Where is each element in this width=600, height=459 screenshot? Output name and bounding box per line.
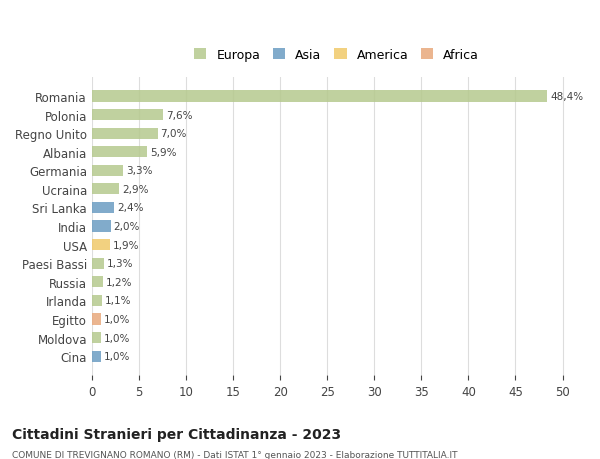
Bar bbox=[92, 351, 101, 362]
Text: 1,0%: 1,0% bbox=[104, 352, 130, 361]
Text: 5,9%: 5,9% bbox=[150, 147, 177, 157]
Bar bbox=[92, 277, 103, 288]
Text: Cittadini Stranieri per Cittadinanza - 2023: Cittadini Stranieri per Cittadinanza - 2… bbox=[12, 427, 341, 441]
Text: 1,1%: 1,1% bbox=[105, 296, 131, 306]
Text: 2,4%: 2,4% bbox=[117, 203, 144, 213]
Text: 1,0%: 1,0% bbox=[104, 314, 130, 324]
Bar bbox=[92, 202, 115, 213]
Text: 1,2%: 1,2% bbox=[106, 277, 133, 287]
Bar bbox=[92, 184, 119, 195]
Bar bbox=[92, 295, 102, 306]
Text: 2,9%: 2,9% bbox=[122, 185, 148, 195]
Text: 2,0%: 2,0% bbox=[113, 222, 140, 231]
Bar bbox=[92, 165, 123, 176]
Text: COMUNE DI TREVIGNANO ROMANO (RM) - Dati ISTAT 1° gennaio 2023 - Elaborazione TUT: COMUNE DI TREVIGNANO ROMANO (RM) - Dati … bbox=[12, 450, 458, 459]
Text: 7,0%: 7,0% bbox=[161, 129, 187, 139]
Bar bbox=[92, 128, 158, 140]
Bar bbox=[92, 221, 110, 232]
Legend: Europa, Asia, America, Africa: Europa, Asia, America, Africa bbox=[190, 45, 483, 66]
Text: 7,6%: 7,6% bbox=[166, 110, 193, 120]
Text: 1,0%: 1,0% bbox=[104, 333, 130, 343]
Bar bbox=[92, 240, 110, 251]
Bar bbox=[92, 313, 101, 325]
Bar bbox=[92, 332, 101, 343]
Text: 1,9%: 1,9% bbox=[113, 240, 139, 250]
Text: 48,4%: 48,4% bbox=[550, 92, 583, 102]
Text: 3,3%: 3,3% bbox=[126, 166, 152, 176]
Bar bbox=[92, 147, 148, 158]
Text: 1,3%: 1,3% bbox=[107, 258, 133, 269]
Bar bbox=[92, 258, 104, 269]
Bar bbox=[92, 110, 163, 121]
Bar bbox=[92, 91, 547, 102]
